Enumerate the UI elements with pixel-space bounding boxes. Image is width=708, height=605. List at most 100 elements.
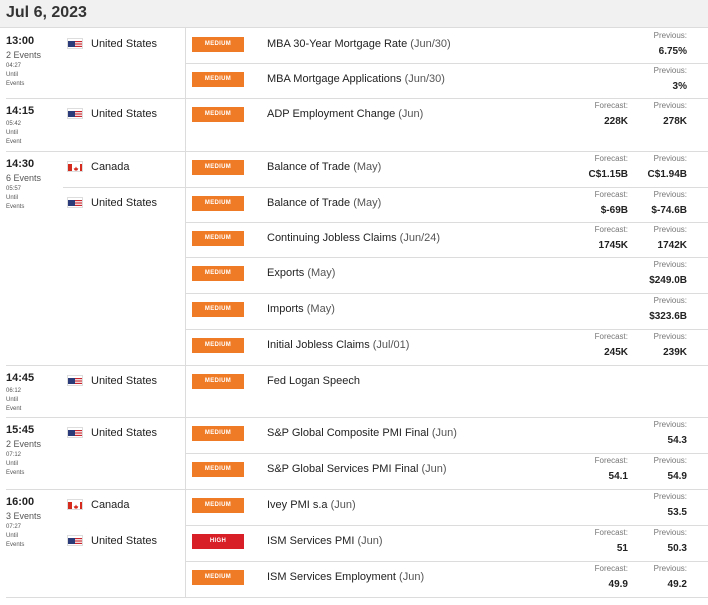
- forecast-label: Forecast:: [594, 332, 628, 341]
- event-name[interactable]: Initial Jobless Claims (Jul/01): [267, 339, 409, 351]
- event-count: 6 Events: [6, 173, 42, 183]
- row-divider: [6, 98, 708, 99]
- event-name[interactable]: Imports (May): [267, 303, 335, 315]
- countdown-time: 05:42: [6, 121, 22, 127]
- row-divider: [185, 525, 708, 526]
- previous-label: Previous:: [653, 66, 687, 75]
- countdown-time: 07:27: [6, 524, 22, 530]
- event-period: (Jun/24): [396, 232, 441, 244]
- event-time: 14:15: [6, 105, 35, 117]
- row-divider: [63, 187, 708, 188]
- us-flag: [67, 108, 83, 119]
- impact-badge: MEDIUM: [192, 302, 244, 317]
- impact-badge: HIGH: [192, 534, 244, 549]
- countdown-time: 05:57: [6, 186, 22, 192]
- country-name: United States: [91, 427, 158, 439]
- forecast-value: 1745K: [598, 240, 628, 251]
- previous-value: 50.3: [667, 543, 687, 554]
- previous-label: Previous:: [653, 154, 687, 163]
- impact-badge: MEDIUM: [192, 570, 244, 585]
- event-title[interactable]: Fed Logan Speech: [267, 375, 360, 387]
- event-period: (Jun): [395, 571, 425, 583]
- previous-label: Previous:: [653, 420, 687, 429]
- countdown-label: Until: [6, 130, 19, 136]
- event-period: (May): [303, 303, 335, 315]
- column-divider: [185, 28, 186, 597]
- previous-value: 49.2: [667, 579, 687, 590]
- event-title[interactable]: ISM Services PMI: [267, 535, 355, 547]
- event-name[interactable]: Continuing Jobless Claims (Jun/24): [267, 232, 440, 244]
- event-period: (Jun/30): [407, 38, 451, 50]
- row-divider: [185, 329, 708, 330]
- countdown-time: 04:27: [6, 63, 22, 69]
- previous-value: $-74.6B: [651, 205, 687, 216]
- event-time: 16:00: [6, 496, 35, 508]
- event-time: 13:00: [6, 35, 35, 47]
- countdown-label: Until: [6, 461, 19, 467]
- impact-badge: MEDIUM: [192, 37, 244, 52]
- event-title[interactable]: Imports: [267, 303, 304, 315]
- event-title[interactable]: ADP Employment Change: [267, 108, 396, 120]
- row-divider: [185, 293, 708, 294]
- event-name[interactable]: S&P Global Composite PMI Final (Jun): [267, 427, 457, 439]
- forecast-label: Forecast:: [594, 528, 628, 537]
- forecast-label: Forecast:: [594, 225, 628, 234]
- event-title[interactable]: ISM Services Employment: [267, 571, 396, 583]
- event-period: (Jun): [395, 108, 424, 120]
- country-name: United States: [91, 38, 158, 50]
- previous-value: C$1.94B: [647, 169, 687, 180]
- event-name[interactable]: ISM Services PMI (Jun): [267, 535, 383, 547]
- event-name[interactable]: Balance of Trade (May): [267, 197, 381, 209]
- event-title[interactable]: MBA Mortgage Applications: [267, 73, 402, 85]
- event-title[interactable]: S&P Global Services PMI Final: [267, 463, 419, 475]
- event-title[interactable]: S&P Global Composite PMI Final: [267, 427, 429, 439]
- previous-label: Previous:: [653, 456, 687, 465]
- previous-value: 278K: [663, 116, 687, 127]
- impact-badge: MEDIUM: [192, 107, 244, 122]
- event-name[interactable]: Fed Logan Speech: [267, 375, 360, 387]
- us-flag: [67, 197, 83, 208]
- event-period: (Jun): [327, 499, 356, 511]
- impact-badge: MEDIUM: [192, 374, 244, 389]
- event-period: (May): [350, 197, 382, 209]
- event-name[interactable]: Balance of Trade (May): [267, 161, 381, 173]
- date-header: Jul 6, 2023: [0, 0, 708, 28]
- country-name: United States: [91, 108, 158, 120]
- event-title[interactable]: Balance of Trade: [267, 197, 351, 209]
- previous-label: Previous:: [653, 492, 687, 501]
- forecast-value: 228K: [604, 116, 628, 127]
- row-divider: [6, 597, 708, 598]
- previous-value: 3%: [672, 81, 687, 92]
- event-name[interactable]: Exports (May): [267, 267, 335, 279]
- event-period: (Jul/01): [369, 339, 410, 351]
- forecast-value: 49.9: [608, 579, 628, 590]
- event-name[interactable]: ISM Services Employment (Jun): [267, 571, 424, 583]
- impact-badge: MEDIUM: [192, 160, 244, 175]
- event-period: (Jun/30): [401, 73, 445, 85]
- event-time: 15:45: [6, 424, 35, 436]
- countdown-label: Until: [6, 195, 19, 201]
- row-divider: [6, 365, 708, 366]
- event-title[interactable]: Continuing Jobless Claims: [267, 232, 397, 244]
- event-title[interactable]: MBA 30-Year Mortgage Rate: [267, 38, 408, 50]
- event-name[interactable]: MBA Mortgage Applications (Jun/30): [267, 73, 445, 85]
- row-divider: [6, 151, 708, 152]
- event-period: (May): [304, 267, 336, 279]
- event-name[interactable]: MBA 30-Year Mortgage Rate (Jun/30): [267, 38, 451, 50]
- event-name[interactable]: ADP Employment Change (Jun): [267, 108, 423, 120]
- event-title[interactable]: Balance of Trade: [267, 161, 351, 173]
- countdown-unit: Events: [6, 204, 25, 210]
- row-divider: [185, 453, 708, 454]
- event-name[interactable]: Ivey PMI s.a (Jun): [267, 499, 356, 511]
- event-title[interactable]: Exports: [267, 267, 305, 279]
- row-divider: [185, 561, 708, 562]
- us-flag: [67, 535, 83, 546]
- impact-badge: MEDIUM: [192, 462, 244, 477]
- countdown-unit: Events: [6, 542, 25, 548]
- row-divider: [185, 222, 708, 223]
- event-title[interactable]: Ivey PMI s.a: [267, 499, 328, 511]
- event-name[interactable]: S&P Global Services PMI Final (Jun): [267, 463, 447, 475]
- forecast-label: Forecast:: [594, 564, 628, 573]
- previous-label: Previous:: [653, 332, 687, 341]
- event-title[interactable]: Initial Jobless Claims: [267, 339, 370, 351]
